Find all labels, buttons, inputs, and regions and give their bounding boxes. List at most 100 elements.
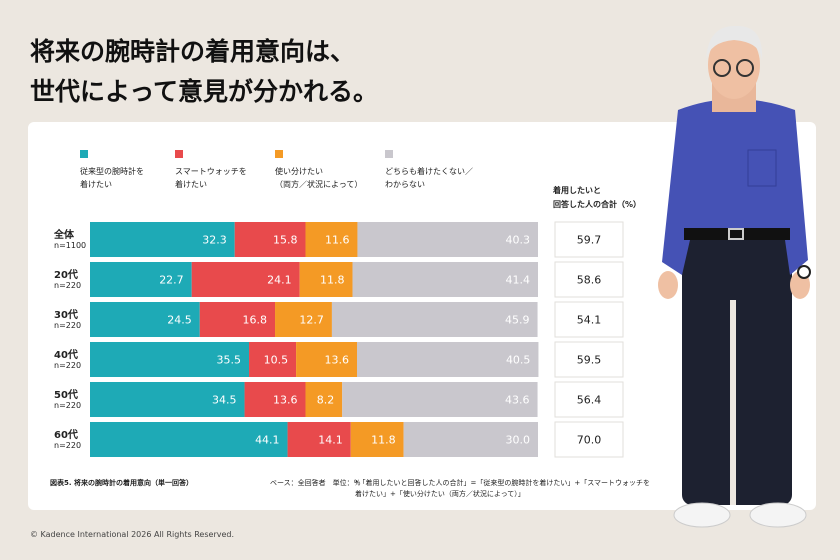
bar-segment <box>90 342 250 377</box>
sample-size: n=220 <box>54 320 82 330</box>
value-label: 32.3 <box>202 234 227 247</box>
bar-segment <box>357 342 539 377</box>
shoe <box>749 502 807 528</box>
title: 将来の腕時計の着用意向は、 世代によって意見が分かれる。 <box>30 37 379 106</box>
bar-segment <box>90 302 200 337</box>
value-label: 16.8 <box>243 314 268 327</box>
total-box <box>554 421 624 458</box>
bar-segment <box>350 422 404 457</box>
legend-swatch <box>80 150 88 158</box>
bar-segment <box>299 262 353 297</box>
bar-segment <box>90 422 288 457</box>
bar-segment <box>331 302 538 337</box>
value-label: 41.4 <box>506 274 531 287</box>
category-label: 60代 <box>54 429 78 441</box>
value-label: 8.2 <box>317 394 335 407</box>
bar-segment <box>234 222 306 257</box>
bar-segment <box>191 262 300 297</box>
value-label: 40.5 <box>506 354 531 367</box>
bar-segment <box>249 342 297 377</box>
value-label: 15.8 <box>273 234 298 247</box>
bar-segment <box>357 222 538 257</box>
bar-segment <box>244 382 306 417</box>
value-label: 43.6 <box>505 394 530 407</box>
value-label: 34.5 <box>212 394 237 407</box>
total-value: 70.0 <box>577 434 602 447</box>
total-box <box>554 221 624 258</box>
sample-size: n=220 <box>54 280 82 290</box>
glasses <box>713 59 731 77</box>
bar-segment <box>275 302 332 337</box>
value-label: 13.6 <box>273 394 298 407</box>
totals-header: 着用したいと 回答した人の合計（%） <box>553 186 642 209</box>
pocket <box>747 149 777 187</box>
legend-label: 使い分けたい （両方／状況によって） <box>275 167 363 189</box>
pants <box>682 235 792 505</box>
value-label: 44.1 <box>255 434 280 447</box>
total-value: 59.7 <box>577 234 602 247</box>
hand <box>658 271 678 299</box>
value-label: 11.6 <box>325 234 350 247</box>
sample-size: n=220 <box>54 400 82 410</box>
total-value: 58.6 <box>577 274 602 287</box>
value-label: 13.6 <box>325 354 350 367</box>
hair <box>706 25 763 60</box>
bar-segment <box>287 422 351 457</box>
total-box <box>554 341 624 378</box>
value-label: 35.5 <box>217 354 242 367</box>
legend-label: どちらも着けたくない／ わからない <box>385 167 473 189</box>
buckle <box>728 228 744 240</box>
leg-gap <box>730 300 736 505</box>
sample-size: n=220 <box>54 440 82 450</box>
legend-label: 従来型の腕時計を 着けたい <box>80 167 144 189</box>
bar-segment <box>90 222 235 257</box>
footnote: *「着用したいと回答した人の合計」=「従来型の腕時計を着けたい」+「スマートウォ… <box>355 479 651 498</box>
value-label: 40.3 <box>506 234 531 247</box>
category-label: 50代 <box>54 389 78 401</box>
legend-label: スマートウォッチを 着けたい <box>175 167 247 189</box>
bar-segment <box>352 262 538 297</box>
sample-size: n=1100 <box>54 240 87 250</box>
belt <box>684 228 790 240</box>
value-label: 11.8 <box>371 434 396 447</box>
total-value: 59.5 <box>577 354 602 367</box>
person <box>658 25 811 528</box>
legend-swatch <box>175 150 183 158</box>
value-label: 22.7 <box>159 274 184 287</box>
bar-segment <box>90 262 192 297</box>
bar-segment <box>296 342 358 377</box>
value-label: 12.7 <box>299 314 324 327</box>
total-box <box>554 301 624 338</box>
glasses <box>736 59 754 77</box>
value-label: 45.9 <box>505 314 530 327</box>
bar-segment <box>403 422 538 457</box>
bar-segment <box>342 382 538 417</box>
base-note: ベース：全回答者 単位：％ <box>270 479 361 487</box>
category-label: 全体 <box>54 229 74 241</box>
total-box <box>554 381 624 418</box>
shoe <box>673 502 731 528</box>
sample-size: n=220 <box>54 360 82 370</box>
value-label: 24.5 <box>167 314 192 327</box>
value-label: 14.1 <box>318 434 343 447</box>
bar-segment <box>305 222 358 257</box>
caption: 図表5. 将来の腕時計の着用意向（単一回答） <box>50 479 193 487</box>
category-label: 30代 <box>54 309 78 321</box>
category-label: 20代 <box>54 269 78 281</box>
head <box>708 31 760 99</box>
copyright: © Kadence International 2026 All Rights … <box>30 530 235 539</box>
bar-segment <box>305 382 343 417</box>
value-label: 30.0 <box>506 434 531 447</box>
legend-swatch <box>385 150 393 158</box>
bar-segment <box>199 302 276 337</box>
value-label: 24.1 <box>267 274 292 287</box>
total-box <box>554 261 624 298</box>
category-label: 40代 <box>54 349 78 361</box>
total-value: 56.4 <box>577 394 602 407</box>
legend-swatch <box>275 150 283 158</box>
watch <box>797 265 811 279</box>
value-label: 11.8 <box>320 274 345 287</box>
bar-segment <box>90 382 245 417</box>
